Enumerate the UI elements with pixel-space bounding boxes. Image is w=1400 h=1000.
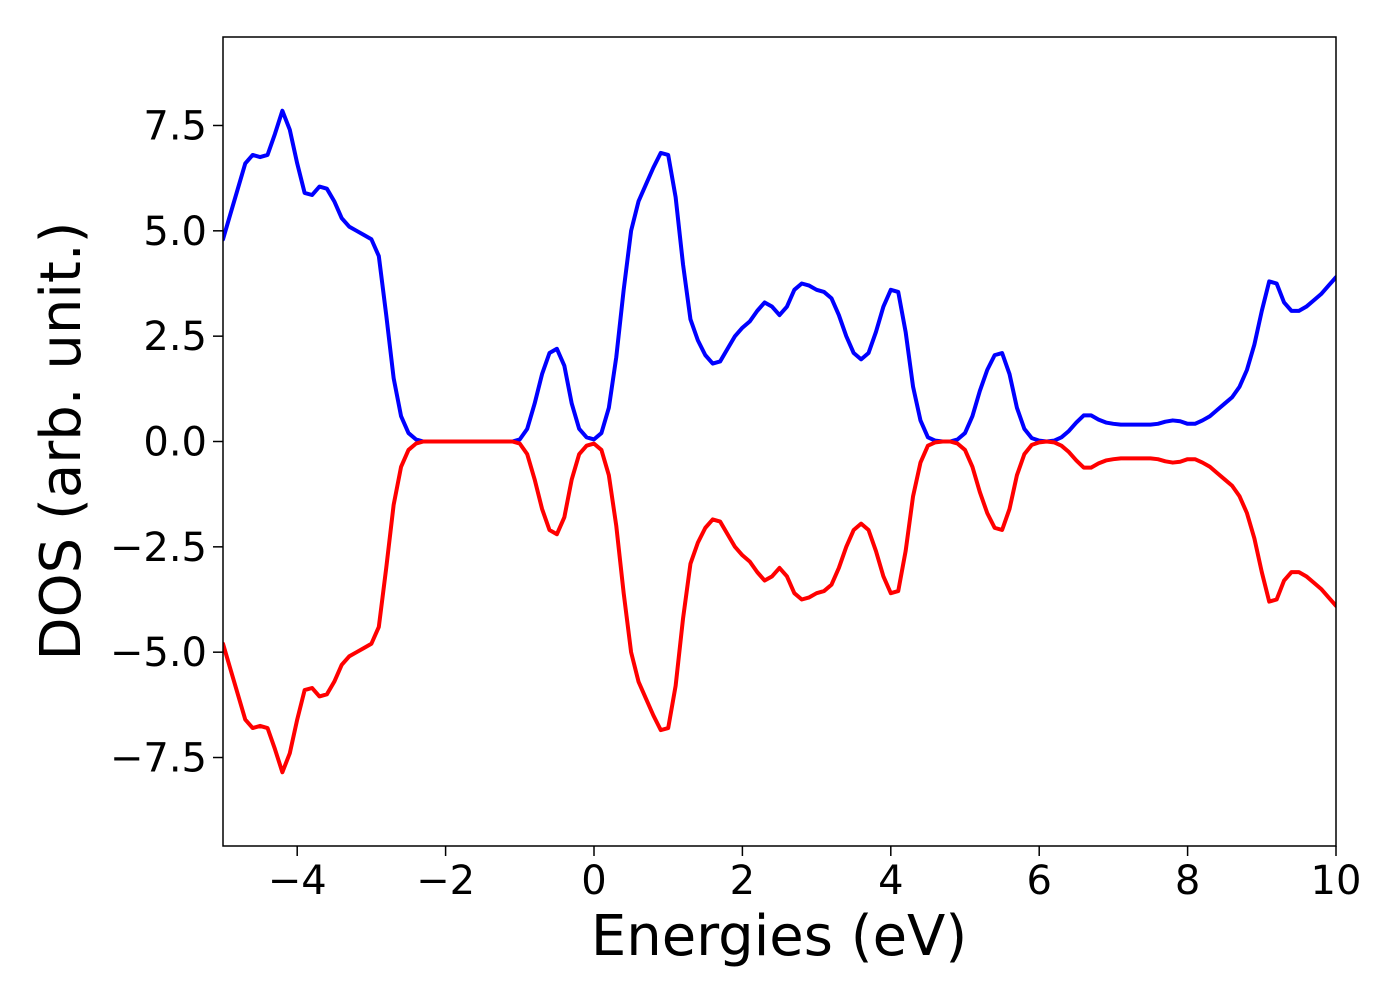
x-tick-label: 4 <box>878 858 903 904</box>
x-tick-label: 10 <box>1311 858 1362 904</box>
y-tick-label: −5.0 <box>110 630 207 676</box>
y-tick-label: 5.0 <box>143 209 207 255</box>
dos-line <box>223 439 1336 775</box>
y-tick-label: 2.5 <box>143 314 207 360</box>
plot-frame <box>222 36 1337 847</box>
x-tick-label: 0 <box>581 858 606 904</box>
y-tick-label: 0.0 <box>143 420 207 466</box>
y-tick-label: −2.5 <box>110 525 207 571</box>
y-tick-label: −7.5 <box>110 736 207 782</box>
y-tick-label: 7.5 <box>143 103 207 149</box>
y-axis-label: DOS (arb. unit.) <box>29 221 94 660</box>
x-axis-label: Energies (eV) <box>591 904 967 969</box>
plot-area <box>223 108 1336 775</box>
x-tick-label: −4 <box>268 858 327 904</box>
dos-line <box>223 108 1336 444</box>
x-tick-label: 2 <box>730 858 755 904</box>
x-tick-label: −2 <box>416 858 475 904</box>
x-tick-label: 8 <box>1175 858 1200 904</box>
x-tick-label: 6 <box>1026 858 1051 904</box>
